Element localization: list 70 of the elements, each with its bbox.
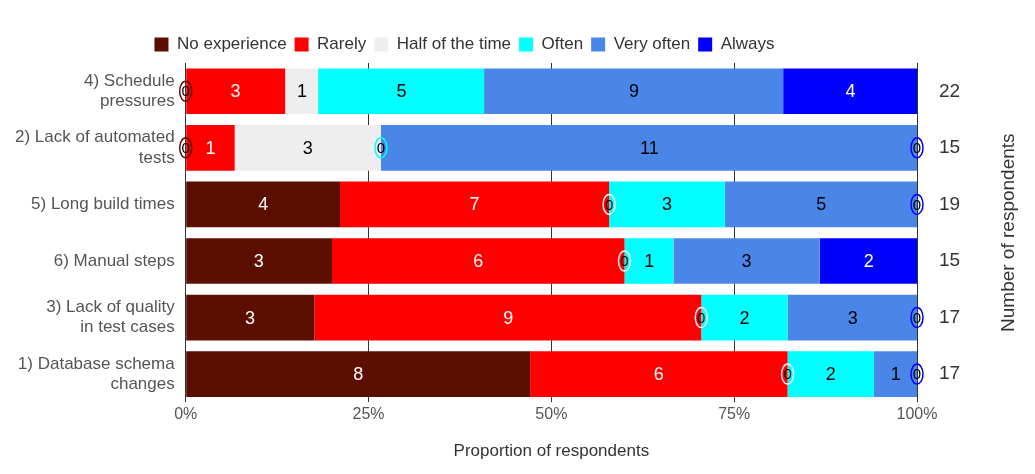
- bar: [673, 238, 820, 284]
- annotation: 0: [912, 138, 922, 156]
- y-tick-label: 5) Long build times: [31, 194, 175, 214]
- x-tick-label: 0%: [174, 405, 198, 423]
- annotation: 2: [825, 364, 836, 385]
- annotation: 9: [628, 81, 639, 102]
- annotation: 0: [912, 195, 922, 213]
- annotation: 1: [644, 250, 655, 271]
- y-tick-label: 4) Schedule pressures: [83, 70, 175, 111]
- annotation: 4: [845, 81, 856, 102]
- x-tick-label: 50%: [535, 405, 568, 423]
- bar: [186, 238, 332, 284]
- text: 19: [939, 192, 961, 214]
- x-tick-label: 25%: [352, 405, 385, 423]
- y-tick-label: 6) Manual steps: [53, 250, 175, 270]
- annotation: 9: [503, 307, 514, 328]
- annotation: 3: [230, 81, 241, 102]
- annotation: 5: [816, 194, 827, 215]
- annotation: 8: [353, 364, 364, 385]
- bar: [318, 68, 485, 115]
- annotation: 2: [739, 307, 750, 328]
- annotation: 6: [473, 250, 484, 271]
- annotation: 1: [205, 137, 216, 158]
- annotation: 7: [469, 194, 480, 215]
- y-tick-label: 2) Lack of automated tests: [14, 127, 175, 167]
- annotation: 0: [604, 195, 614, 213]
- annotation: 0: [181, 82, 190, 100]
- text: 15: [939, 249, 961, 271]
- annotation: 11: [640, 137, 659, 158]
- bar: [285, 68, 319, 115]
- x-tick-label: 100%: [896, 405, 938, 423]
- legend-label: Half of the time: [396, 34, 512, 54]
- y-tick-label: 3) Lack of quality in test cases: [46, 297, 176, 337]
- text: 22: [939, 79, 961, 101]
- bar: [186, 181, 341, 228]
- annotation: 0: [376, 138, 386, 156]
- annotation: 3: [741, 250, 752, 271]
- y-tick-label: 1) Database schema changes: [17, 353, 176, 393]
- annotation: 0: [181, 138, 190, 156]
- text: 17: [939, 362, 961, 384]
- x-tick-label: 75%: [718, 405, 751, 423]
- legend-label: Very often: [613, 34, 691, 54]
- bar: [783, 68, 917, 115]
- x-axis-title: Proportion of respondents: [453, 441, 650, 461]
- annotation: 1: [296, 81, 307, 102]
- annotation: 6: [653, 364, 664, 385]
- legend-label: No experience: [176, 34, 287, 54]
- text: 17: [939, 305, 961, 327]
- legend-label: Always: [720, 34, 775, 54]
- bar: [819, 238, 917, 284]
- annotation: 1: [890, 364, 901, 385]
- annotation: 0: [912, 308, 922, 326]
- bar: [186, 294, 315, 341]
- annotation: 2: [863, 250, 874, 271]
- annotation: 5: [396, 81, 407, 102]
- annotation: 0: [620, 252, 629, 270]
- annotation: 0: [783, 365, 792, 383]
- y2-axis-title: Number of respondents: [997, 133, 1019, 332]
- legend-label: Rarely: [317, 34, 367, 54]
- annotation: 0: [912, 365, 922, 383]
- bar: [484, 68, 784, 115]
- legend-label: Often: [541, 34, 584, 54]
- annotation: 3: [661, 194, 672, 215]
- annotation: 3: [847, 307, 858, 328]
- bar: [186, 351, 531, 397]
- annotation: 3: [253, 250, 264, 271]
- annotation: 3: [302, 137, 313, 158]
- annotation: 4: [258, 194, 269, 215]
- text: 15: [939, 136, 961, 158]
- annotation: 3: [245, 307, 256, 328]
